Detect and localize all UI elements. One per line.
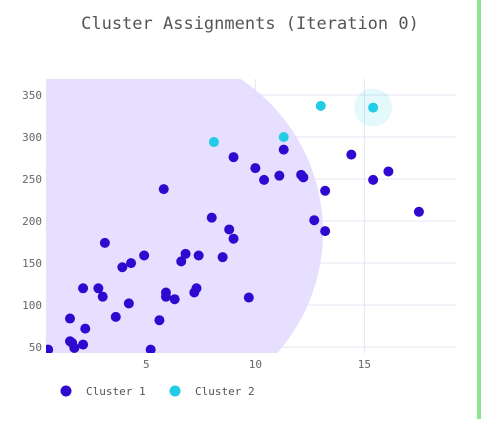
- y-tick-label: 350: [22, 89, 42, 102]
- point-cluster-1[interactable]: [110, 311, 121, 322]
- point-cluster-1[interactable]: [243, 292, 254, 303]
- point-cluster-1[interactable]: [80, 323, 91, 334]
- point-cluster-1[interactable]: [176, 256, 187, 267]
- point-cluster-1[interactable]: [145, 344, 156, 355]
- point-cluster-2[interactable]: [278, 131, 289, 142]
- point-cluster-1[interactable]: [169, 294, 180, 305]
- legend-marker-cluster-2: [169, 385, 181, 397]
- point-cluster-1[interactable]: [78, 283, 89, 294]
- x-tick-label: 10: [249, 358, 262, 371]
- point-cluster-1[interactable]: [123, 298, 134, 309]
- point-cluster-1[interactable]: [278, 144, 289, 155]
- point-cluster-1[interactable]: [158, 184, 169, 195]
- point-cluster-1[interactable]: [274, 170, 285, 181]
- legend-item-cluster-1[interactable]: Cluster 1: [60, 385, 146, 398]
- chart-title: Cluster Assignments (Iteration 0): [81, 14, 419, 34]
- point-cluster-2[interactable]: [368, 102, 379, 113]
- data-points: [43, 100, 424, 355]
- legend: Cluster 1 Cluster 2: [60, 385, 255, 398]
- point-cluster-1[interactable]: [193, 250, 204, 261]
- point-cluster-1[interactable]: [346, 149, 357, 160]
- point-cluster-1[interactable]: [64, 313, 75, 324]
- x-tick-label: 15: [358, 358, 371, 371]
- point-cluster-1[interactable]: [69, 342, 80, 353]
- legend-item-cluster-2[interactable]: Cluster 2: [169, 385, 255, 398]
- window-edge: [477, 0, 481, 419]
- point-cluster-1[interactable]: [191, 283, 202, 294]
- point-cluster-2[interactable]: [208, 137, 219, 148]
- point-cluster-1[interactable]: [117, 262, 128, 273]
- legend-label-cluster-2: Cluster 2: [195, 385, 255, 398]
- point-cluster-1[interactable]: [383, 166, 394, 177]
- y-tick-label: 150: [22, 257, 42, 270]
- x-tick-label: 5: [143, 358, 150, 371]
- point-cluster-1[interactable]: [93, 283, 104, 294]
- point-cluster-1[interactable]: [320, 185, 331, 196]
- point-cluster-1[interactable]: [126, 258, 137, 269]
- cluster-regions: [46, 79, 323, 353]
- cluster-region: [46, 79, 323, 353]
- point-cluster-1[interactable]: [413, 206, 424, 217]
- legend-label-cluster-1: Cluster 1: [86, 385, 146, 398]
- y-tick-label: 50: [29, 341, 42, 354]
- point-cluster-1[interactable]: [298, 172, 309, 183]
- point-cluster-1[interactable]: [43, 344, 54, 355]
- legend-marker-cluster-1: [60, 385, 72, 397]
- point-cluster-1[interactable]: [99, 237, 110, 248]
- point-cluster-1[interactable]: [139, 250, 150, 261]
- point-cluster-1[interactable]: [206, 212, 217, 223]
- point-cluster-2[interactable]: [315, 100, 326, 111]
- y-tick-label: 200: [22, 215, 42, 228]
- point-cluster-1[interactable]: [160, 291, 171, 302]
- point-cluster-1[interactable]: [309, 215, 320, 226]
- point-cluster-1[interactable]: [250, 163, 261, 174]
- point-cluster-1[interactable]: [154, 315, 165, 326]
- point-cluster-1[interactable]: [259, 174, 270, 185]
- point-cluster-1[interactable]: [368, 174, 379, 185]
- point-cluster-1[interactable]: [180, 248, 191, 259]
- axis-labels: 50 100 150 200 250 300 350 5 10 15: [22, 89, 371, 371]
- point-cluster-1[interactable]: [97, 291, 108, 302]
- point-cluster-1[interactable]: [217, 252, 228, 263]
- point-cluster-1[interactable]: [224, 224, 235, 235]
- point-cluster-1[interactable]: [320, 226, 331, 237]
- y-tick-label: 100: [22, 299, 42, 312]
- point-cluster-1[interactable]: [228, 152, 239, 163]
- y-tick-label: 250: [22, 173, 42, 186]
- y-tick-label: 300: [22, 131, 42, 144]
- point-cluster-1[interactable]: [78, 339, 89, 350]
- point-cluster-1[interactable]: [228, 233, 239, 244]
